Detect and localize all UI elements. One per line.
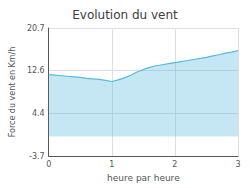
svg-text:12.6: 12.6	[27, 66, 45, 75]
svg-text:Force du vent en Km/h: Force du vent en Km/h	[8, 47, 17, 138]
svg-text:Evolution du vent: Evolution du vent	[72, 8, 178, 22]
svg-text:-3.7: -3.7	[29, 152, 45, 161]
svg-text:2: 2	[172, 160, 177, 169]
svg-text:0: 0	[46, 160, 51, 169]
svg-text:3: 3	[235, 160, 240, 169]
svg-text:1: 1	[109, 160, 114, 169]
svg-text:4.4: 4.4	[32, 109, 45, 118]
svg-text:20.7: 20.7	[27, 24, 45, 33]
svg-text:heure par heure: heure par heure	[107, 173, 180, 183]
